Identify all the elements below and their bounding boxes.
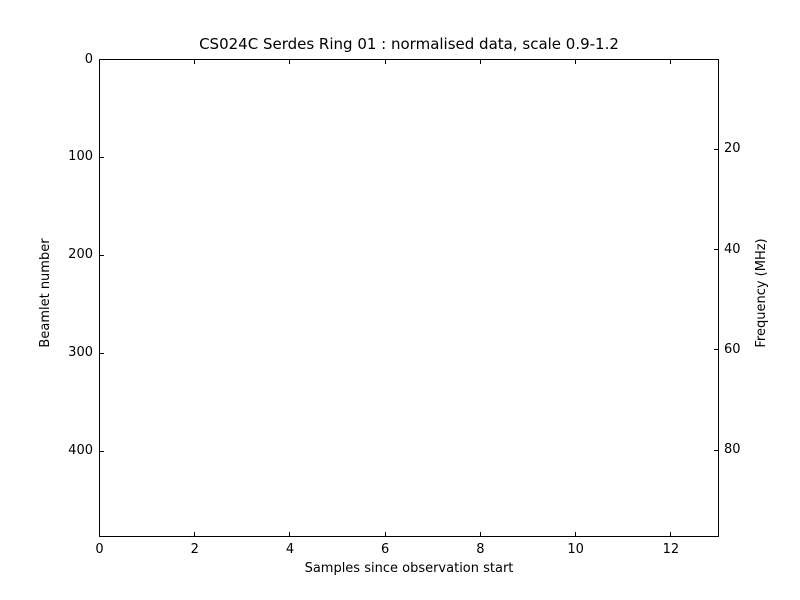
y-right-tick-label: 80 <box>724 442 741 458</box>
y-right-tick-label: 40 <box>724 241 741 257</box>
y-right-tick-label: 20 <box>724 141 741 157</box>
y-left-tick <box>100 156 104 158</box>
x-tick-label: 10 <box>567 542 584 557</box>
x-tick-label: 6 <box>381 542 390 557</box>
x-tick-bottom <box>479 532 481 536</box>
x-tick-top <box>194 60 196 64</box>
y-left-tick <box>100 450 104 452</box>
y-right-tick <box>714 148 718 150</box>
x-tick-bottom <box>99 532 100 536</box>
y-right-tick <box>714 449 718 451</box>
x-tick-bottom <box>384 532 386 536</box>
y-left-tick-label: 200 <box>68 247 93 263</box>
y-left-tick-label: 400 <box>68 443 93 459</box>
y-left-tick <box>100 254 104 256</box>
y-left-tick-label: 300 <box>68 345 93 361</box>
x-tick-label: 8 <box>476 542 485 557</box>
x-tick-label: 4 <box>285 542 295 557</box>
x-tick-label: 12 <box>662 542 680 557</box>
y-left-tick-label: 0 <box>84 51 93 67</box>
y-right-tick <box>714 349 718 351</box>
x-tick-bottom <box>670 532 672 536</box>
x-tick-bottom <box>289 532 291 536</box>
x-tick-bottom <box>575 532 577 536</box>
y-left-tick <box>100 352 104 354</box>
x-tick-top <box>670 60 672 64</box>
x-axis-label: Samples since observation start <box>304 561 514 576</box>
x-tick-top <box>384 60 386 64</box>
y-left-tick <box>100 59 104 60</box>
x-tick-bottom <box>194 532 196 536</box>
y-right-tick-label: 60 <box>724 341 741 357</box>
x-tick-top <box>289 60 291 64</box>
chart-title: CS024C Serdes Ring 01 : normalised data,… <box>199 35 619 53</box>
x-tick-top <box>575 60 577 64</box>
x-tick-label: 0 <box>95 542 104 557</box>
plot-area <box>99 59 719 537</box>
x-tick-label: 2 <box>190 542 199 557</box>
y-left-tick-label: 100 <box>68 149 93 165</box>
y-right-tick <box>714 249 718 251</box>
x-tick-top <box>99 60 100 64</box>
x-tick-top <box>479 60 481 64</box>
